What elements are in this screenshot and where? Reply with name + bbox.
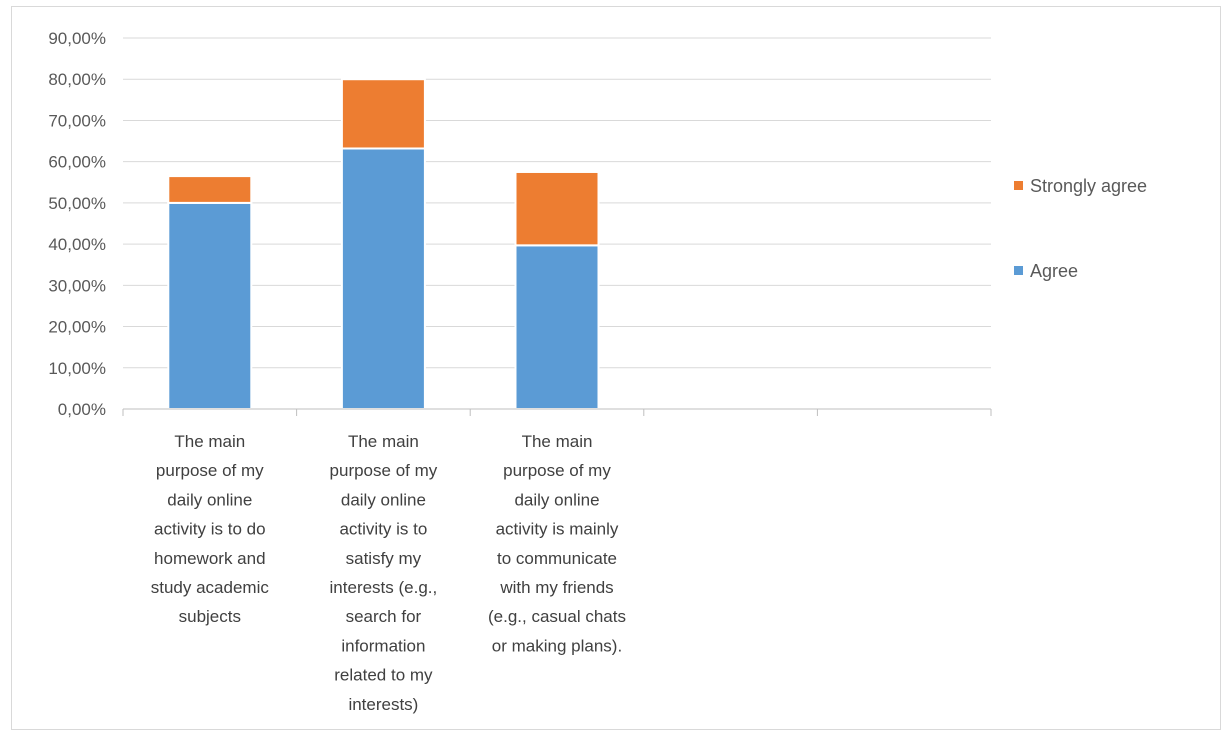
legend-swatch-strongly-agree <box>1014 181 1023 190</box>
bar-strongly-agree <box>514 170 600 247</box>
y-tick-label: 0,00% <box>58 400 106 419</box>
category-label-line: homework and <box>154 549 266 568</box>
category-label-line: daily online <box>514 490 599 509</box>
y-tick-label: 20,00% <box>48 318 106 337</box>
category-label: The main purpose of my daily online activit… <box>330 432 438 714</box>
category-label-line: satisfy my <box>346 549 422 568</box>
category-label-line: search for <box>346 607 422 626</box>
category-label-line: daily online <box>167 490 252 509</box>
chart-frame: 0,00% 10,00% 20,00% 30,00% 40,00% 50,00% 60,00… <box>11 6 1221 730</box>
bar-agree <box>340 147 426 410</box>
category-label-line: with my friends <box>499 578 613 597</box>
legend-label-strongly-agree: Strongly agree <box>1030 176 1147 196</box>
bar-agree <box>514 244 600 410</box>
legend-label-agree: Agree <box>1030 261 1078 281</box>
bar-agree <box>167 201 253 410</box>
category-label-line: purpose of my <box>503 461 611 480</box>
y-axis-tick-labels: 0,00% 10,00% 20,00% 30,00% 40,00% 50,00% 60,00… <box>48 29 106 419</box>
category-label-line: purpose of my <box>156 461 264 480</box>
category-labels: The main purpose of my daily online activit… <box>151 432 626 714</box>
category-label-line: The main <box>348 432 419 451</box>
category-label-line: purpose of my <box>330 461 438 480</box>
category-label-line: to communicate <box>497 549 617 568</box>
y-tick-label: 50,00% <box>48 194 106 213</box>
legend: Strongly agree Agree <box>1014 176 1147 281</box>
stacked-bar-chart: 0,00% 10,00% 20,00% 30,00% 40,00% 50,00% 60,00… <box>48 29 1147 714</box>
category-label: The main purpose of my daily online activit… <box>151 432 270 626</box>
category-label-line: The main <box>522 432 593 451</box>
category-label-line: activity is mainly <box>496 520 619 539</box>
y-tick-label: 60,00% <box>48 153 106 172</box>
category-label-line: (e.g., casual chats <box>488 607 626 626</box>
category-label-line: daily online <box>341 490 426 509</box>
category-label-line: related to my <box>334 666 433 685</box>
category-label-line: or making plans). <box>492 636 622 655</box>
bar-strongly-agree <box>340 78 426 150</box>
category-label-line: study academic <box>151 578 270 597</box>
y-tick-label: 30,00% <box>48 276 106 295</box>
x-axis <box>122 408 992 416</box>
legend-swatch-agree <box>1014 266 1023 275</box>
category-label-line: activity is to <box>339 520 427 539</box>
category-label-line: interests) <box>348 695 418 714</box>
y-tick-label: 80,00% <box>48 70 106 89</box>
y-tick-label: 90,00% <box>48 29 106 48</box>
category-label-line: interests (e.g., <box>330 578 438 597</box>
category-label-line: activity is to do <box>154 520 266 539</box>
category-label-line: information <box>341 636 425 655</box>
y-tick-label: 40,00% <box>48 235 106 254</box>
category-label-line: subjects <box>179 607 241 626</box>
category-label: The main purpose of my daily online activit… <box>488 432 626 655</box>
bars <box>167 78 600 410</box>
y-tick-label: 70,00% <box>48 111 106 130</box>
y-tick-label: 10,00% <box>48 359 106 378</box>
bar-strongly-agree <box>167 175 253 204</box>
category-label-line: The main <box>174 432 245 451</box>
